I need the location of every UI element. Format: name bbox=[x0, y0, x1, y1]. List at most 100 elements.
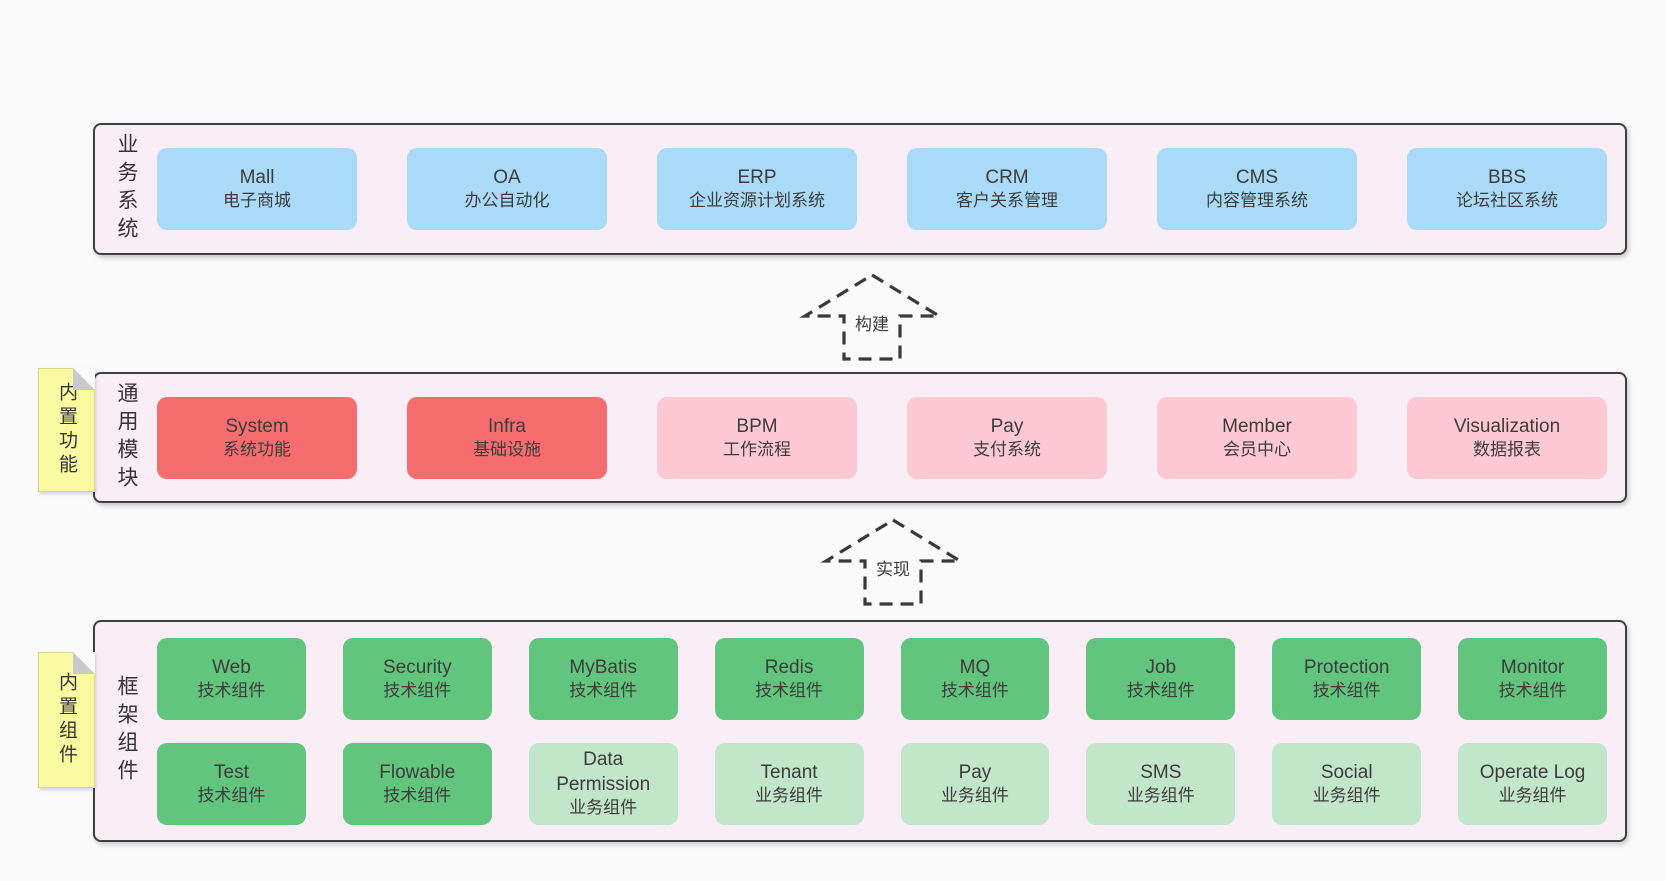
box-title: BPM bbox=[736, 415, 778, 437]
box-subtitle: 内容管理系统 bbox=[1206, 191, 1308, 211]
box-crm: CRM 客户关系管理 bbox=[907, 148, 1107, 230]
box-monitor: Monitor 技术组件 bbox=[1458, 637, 1607, 720]
box-infra: Infra 基础设施 bbox=[407, 396, 607, 479]
box-flowable: Flowable 技术组件 bbox=[342, 742, 492, 825]
box-title: Flowable bbox=[379, 761, 456, 783]
panel-components-label: 框架组件 bbox=[115, 675, 138, 787]
box-job: Job 技术组件 bbox=[1086, 637, 1236, 720]
box-subtitle: 技术组件 bbox=[569, 680, 638, 700]
box-cms: CMS 内容管理系统 bbox=[1157, 148, 1357, 230]
box-title: Job bbox=[1145, 656, 1177, 678]
panel-modules-label-area: 通用模块 bbox=[95, 382, 157, 494]
box-test: Test 技术组件 bbox=[157, 742, 306, 825]
box-title: MQ bbox=[959, 656, 991, 678]
box-subtitle: 业务组件 bbox=[1312, 785, 1381, 805]
box-bpm: BPM 工作流程 bbox=[657, 396, 857, 479]
build-arrow: 构建 bbox=[799, 273, 945, 361]
box-title: Operate Log bbox=[1479, 761, 1586, 783]
box-title: Security bbox=[382, 656, 452, 678]
component-row-2: Test 技术组件 Flowable 技术组件 Data Permission … bbox=[157, 742, 1607, 825]
box-subtitle: 技术组件 bbox=[755, 680, 824, 700]
box-subtitle: 支付系统 bbox=[973, 439, 1041, 459]
box-title: OA bbox=[493, 167, 521, 189]
box-tenant: Tenant 业务组件 bbox=[714, 742, 864, 825]
box-title: Visualization bbox=[1453, 415, 1561, 437]
box-title: Member bbox=[1222, 415, 1292, 437]
component-rows: Web 技术组件 Security 技术组件 MyBatis 技术组件 Redi… bbox=[157, 637, 1607, 825]
box-subtitle: 基础设施 bbox=[473, 439, 541, 459]
box-subtitle: 会员中心 bbox=[1223, 439, 1291, 459]
box-title: Mall bbox=[239, 167, 275, 189]
box-subtitle: 技术组件 bbox=[1126, 680, 1195, 700]
box-subtitle: 技术组件 bbox=[940, 680, 1009, 700]
box-title: Tenant bbox=[760, 761, 818, 783]
panel-business-systems: 业务系统 Mall 电子商城 OA 办公自动化 ERP 企业资源计划系统 CRM… bbox=[93, 123, 1627, 255]
sticky-note-built-in-components: 内置组件 bbox=[38, 652, 95, 788]
box-protection: Protection 技术组件 bbox=[1272, 637, 1422, 720]
box-title: Data Permission bbox=[556, 749, 651, 796]
sticky-note-label: 内置功能 bbox=[56, 382, 77, 478]
box-title: Infra bbox=[487, 415, 527, 437]
module-boxes: System 系统功能 Infra 基础设施 BPM 工作流程 Pay 支付系统… bbox=[157, 396, 1607, 479]
build-arrow-shape bbox=[799, 273, 945, 361]
box-member: Member 会员中心 bbox=[1157, 396, 1357, 479]
box-oa: OA 办公自动化 bbox=[407, 148, 607, 230]
panel-components-label-area: 框架组件 bbox=[95, 675, 157, 787]
box-title: Monitor bbox=[1500, 656, 1565, 678]
box-title: Protection bbox=[1303, 656, 1390, 678]
box-mq: MQ 技术组件 bbox=[900, 637, 1050, 720]
box-subtitle: 业务组件 bbox=[1498, 785, 1567, 805]
box-title: Social bbox=[1320, 761, 1373, 783]
box-subtitle: 技术组件 bbox=[197, 785, 266, 805]
box-subtitle: 工作流程 bbox=[723, 439, 791, 459]
box-pay-component: Pay 业务组件 bbox=[900, 742, 1050, 825]
panel-business-label: 业务系统 bbox=[115, 133, 138, 245]
box-title: CMS bbox=[1235, 167, 1279, 189]
box-title: Redis bbox=[764, 656, 814, 678]
box-subtitle: 企业资源计划系统 bbox=[689, 191, 825, 211]
box-web: Web 技术组件 bbox=[157, 637, 306, 720]
box-social: Social 业务组件 bbox=[1272, 742, 1422, 825]
box-subtitle: 客户关系管理 bbox=[956, 191, 1058, 211]
component-row-1: Web 技术组件 Security 技术组件 MyBatis 技术组件 Redi… bbox=[157, 637, 1607, 720]
box-subtitle: 技术组件 bbox=[1312, 680, 1381, 700]
box-title: Web bbox=[212, 656, 251, 678]
box-mybatis: MyBatis 技术组件 bbox=[528, 637, 678, 720]
sticky-note-built-in-features: 内置功能 bbox=[38, 368, 95, 492]
box-subtitle: 技术组件 bbox=[383, 680, 452, 700]
box-subtitle: 技术组件 bbox=[197, 680, 266, 700]
implement-arrow: 实现 bbox=[820, 518, 966, 606]
box-operate-log: Operate Log 业务组件 bbox=[1458, 742, 1607, 825]
box-system: System 系统功能 bbox=[157, 396, 357, 479]
box-title: Pay bbox=[990, 415, 1024, 437]
box-subtitle: 办公自动化 bbox=[464, 191, 550, 211]
box-title: Pay bbox=[958, 761, 992, 783]
box-mall: Mall 电子商城 bbox=[157, 148, 357, 230]
box-subtitle: 业务组件 bbox=[940, 785, 1009, 805]
box-title: Test bbox=[214, 761, 249, 783]
box-subtitle: 电子商城 bbox=[223, 191, 291, 211]
panel-business-label-area: 业务系统 bbox=[95, 133, 157, 245]
box-pay: Pay 支付系统 bbox=[907, 396, 1107, 479]
box-title: SMS bbox=[1140, 761, 1182, 783]
implement-arrow-shape bbox=[820, 518, 966, 606]
box-subtitle: 业务组件 bbox=[569, 798, 638, 818]
box-title: MyBatis bbox=[569, 656, 637, 678]
box-data-permission: Data Permission 业务组件 bbox=[528, 742, 678, 825]
box-title: CRM bbox=[985, 167, 1029, 189]
box-subtitle: 数据报表 bbox=[1473, 439, 1541, 459]
box-security: Security 技术组件 bbox=[342, 637, 492, 720]
box-title: System bbox=[225, 415, 289, 437]
box-subtitle: 技术组件 bbox=[383, 785, 452, 805]
box-subtitle: 业务组件 bbox=[755, 785, 824, 805]
box-redis: Redis 技术组件 bbox=[714, 637, 864, 720]
box-sms: SMS 业务组件 bbox=[1086, 742, 1236, 825]
box-erp: ERP 企业资源计划系统 bbox=[657, 148, 857, 230]
box-subtitle: 业务组件 bbox=[1126, 785, 1195, 805]
build-arrow-label: 构建 bbox=[855, 315, 889, 334]
box-subtitle: 论坛社区系统 bbox=[1456, 191, 1558, 211]
implement-arrow-label: 实现 bbox=[876, 560, 910, 579]
panel-modules-label: 通用模块 bbox=[115, 381, 138, 494]
box-bbs: BBS 论坛社区系统 bbox=[1407, 148, 1607, 230]
panel-framework-components: 框架组件 Web 技术组件 Security 技术组件 MyBatis 技术组件… bbox=[93, 620, 1627, 842]
